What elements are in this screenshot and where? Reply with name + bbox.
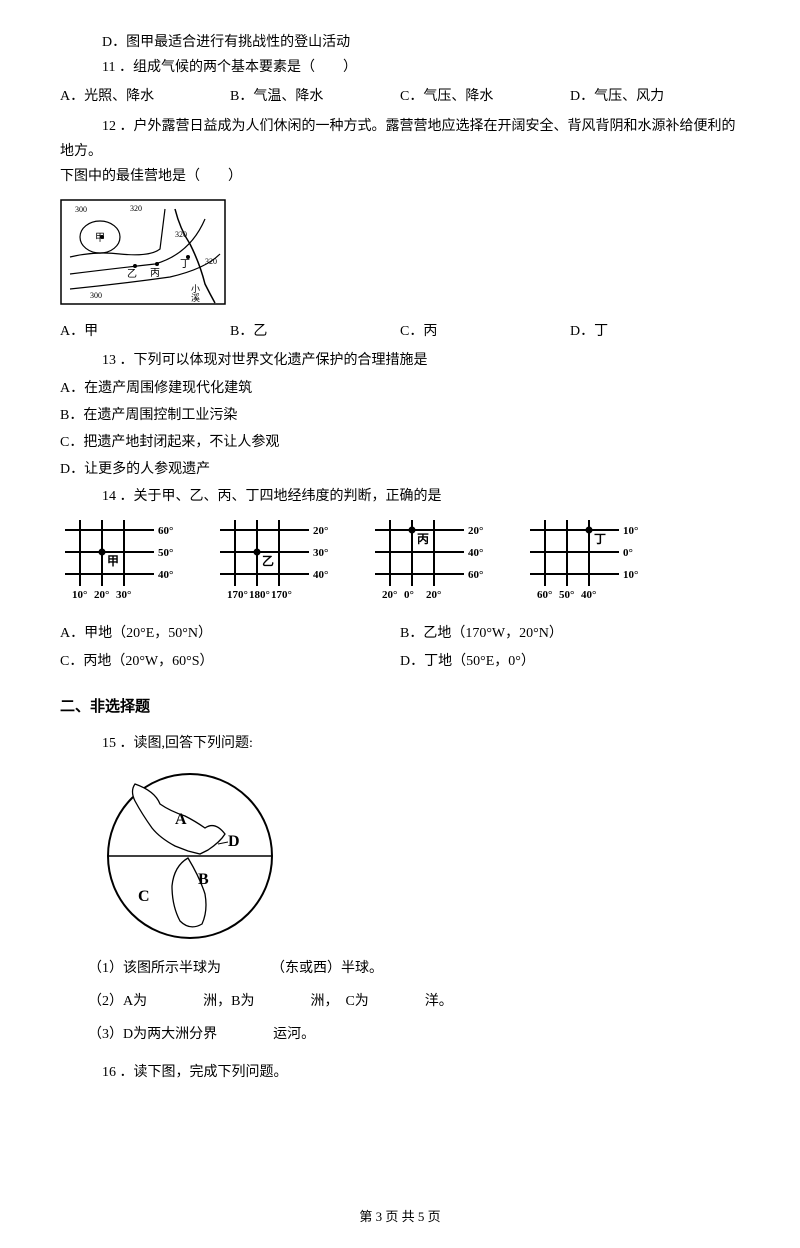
section-2-heading: 二、非选择题: [60, 694, 740, 721]
svg-text:C: C: [138, 888, 150, 905]
svg-text:60°: 60°: [158, 525, 173, 537]
q15-part2: （2）A为 洲，B为 洲， C为 洋。: [60, 989, 740, 1014]
svg-text:20°: 20°: [468, 525, 483, 537]
q14-d: D．丁地（50°E，0°）: [400, 649, 740, 674]
svg-text:甲: 甲: [95, 233, 105, 244]
q12-stem: 12 ．户外露营日益成为人们休闲的一种方式。露营营地应选择在开阔安全、背风背阴和…: [60, 114, 740, 164]
q11-options: A．光照、降水 B．气温、降水 C．气压、降水 D．气压、风力: [60, 84, 740, 109]
q13-a: A．在遗产周围修建现代化建筑: [60, 376, 740, 401]
svg-text:20°: 20°: [313, 525, 328, 537]
q11-a: A．光照、降水: [60, 84, 230, 109]
svg-text:180°: 180°: [249, 589, 270, 601]
q14-b: B．乙地（170°W，20°N）: [400, 621, 740, 646]
q14-a: A．甲地（20°E，50°N）: [60, 621, 400, 646]
q14-c: C．丙地（20°W，60°S）: [60, 649, 400, 674]
svg-text:A: A: [175, 811, 187, 828]
svg-text:D: D: [228, 833, 240, 850]
q11-stem: 11 ．组成气候的两个基本要素是（ ）: [60, 55, 740, 80]
q14-options-cd: C．丙地（20°W，60°S） D．丁地（50°E，0°）: [60, 649, 740, 674]
svg-text:10°: 10°: [72, 589, 87, 601]
q15-p1b: （东或西）半球。: [271, 961, 383, 976]
svg-text:30°: 30°: [116, 589, 131, 601]
q11-d: D．气压、风力: [570, 84, 740, 109]
svg-text:300: 300: [90, 291, 102, 300]
svg-text:40°: 40°: [313, 569, 328, 581]
q10-option-d: D．图甲最适合进行有挑战性的登山活动: [60, 30, 740, 55]
page-footer: 第 3 页 共 5 页: [60, 1205, 740, 1228]
q12-d: D．丁: [570, 319, 740, 344]
q15-p1a: （1）该图所示半球为: [88, 961, 221, 976]
svg-text:20°: 20°: [426, 589, 441, 601]
q12-b: B．乙: [230, 319, 400, 344]
svg-text:丁: 丁: [180, 259, 190, 270]
q14-grids: 60° 50° 40° 10° 20° 30° 甲 20° 30° 40° 170°180°170°…: [60, 515, 740, 615]
q11-c: C．气压、降水: [400, 84, 570, 109]
svg-text:乙: 乙: [127, 268, 137, 280]
svg-text:丙: 丙: [150, 268, 160, 279]
svg-text:乙: 乙: [262, 554, 274, 568]
q12-a: A．甲: [60, 319, 230, 344]
svg-text:320: 320: [130, 204, 142, 213]
q16-stem: 16 ．读下图，完成下列问题。: [60, 1060, 740, 1085]
svg-text:B: B: [198, 871, 209, 888]
svg-text:60°: 60°: [537, 589, 552, 601]
svg-text:50°: 50°: [559, 589, 574, 601]
svg-text:丁: 丁: [594, 532, 606, 546]
svg-text:170°: 170°: [271, 589, 292, 601]
svg-text:甲: 甲: [107, 554, 119, 568]
q13-stem: 13 ．下列可以体现对世界文化遗产保护的合理措施是: [60, 348, 740, 373]
q14-options-ab: A．甲地（20°E，50°N） B．乙地（170°W，20°N）: [60, 621, 740, 646]
svg-text:50°: 50°: [158, 547, 173, 559]
q15-part3: （3）D为两大洲分界 运河。: [60, 1022, 740, 1047]
q15-globe: A B C D: [100, 766, 740, 946]
svg-text:丙: 丙: [417, 532, 429, 546]
svg-text:60°: 60°: [468, 569, 483, 581]
svg-text:小溪: 小溪: [190, 284, 200, 303]
svg-text:10°: 10°: [623, 525, 638, 537]
q13-d: D．让更多的人参观遗产: [60, 457, 740, 482]
svg-text:0°: 0°: [404, 589, 414, 601]
q12-contour-map: 甲 乙 丙 丁 小溪 300 320 320 320 300: [60, 199, 740, 309]
svg-text:0°: 0°: [623, 547, 633, 559]
svg-text:10°: 10°: [623, 569, 638, 581]
q12-options: A．甲 B．乙 C．丙 D．丁: [60, 319, 740, 344]
q13-b: B．在遗产周围控制工业污染: [60, 403, 740, 428]
q13-c: C．把遗产地封闭起来，不让人参观: [60, 430, 740, 455]
svg-text:300: 300: [75, 205, 87, 214]
svg-text:20°: 20°: [382, 589, 397, 601]
svg-text:40°: 40°: [468, 547, 483, 559]
svg-text:40°: 40°: [581, 589, 596, 601]
svg-text:40°: 40°: [158, 569, 173, 581]
svg-text:320: 320: [175, 230, 187, 239]
svg-text:20°: 20°: [94, 589, 109, 601]
svg-text:30°: 30°: [313, 547, 328, 559]
q12-stem2: 下图中的最佳营地是（ ）: [60, 164, 740, 189]
q12-c: C．丙: [400, 319, 570, 344]
svg-text:320: 320: [205, 257, 217, 266]
q15-stem: 15 ．读图,回答下列问题:: [60, 731, 740, 756]
q14-stem: 14 ．关于甲、乙、丙、丁四地经纬度的判断，正确的是: [60, 484, 740, 509]
q15-part1: （1）该图所示半球为 （东或西）半球。: [60, 956, 740, 981]
q11-b: B．气温、降水: [230, 84, 400, 109]
svg-text:170°: 170°: [227, 589, 248, 601]
